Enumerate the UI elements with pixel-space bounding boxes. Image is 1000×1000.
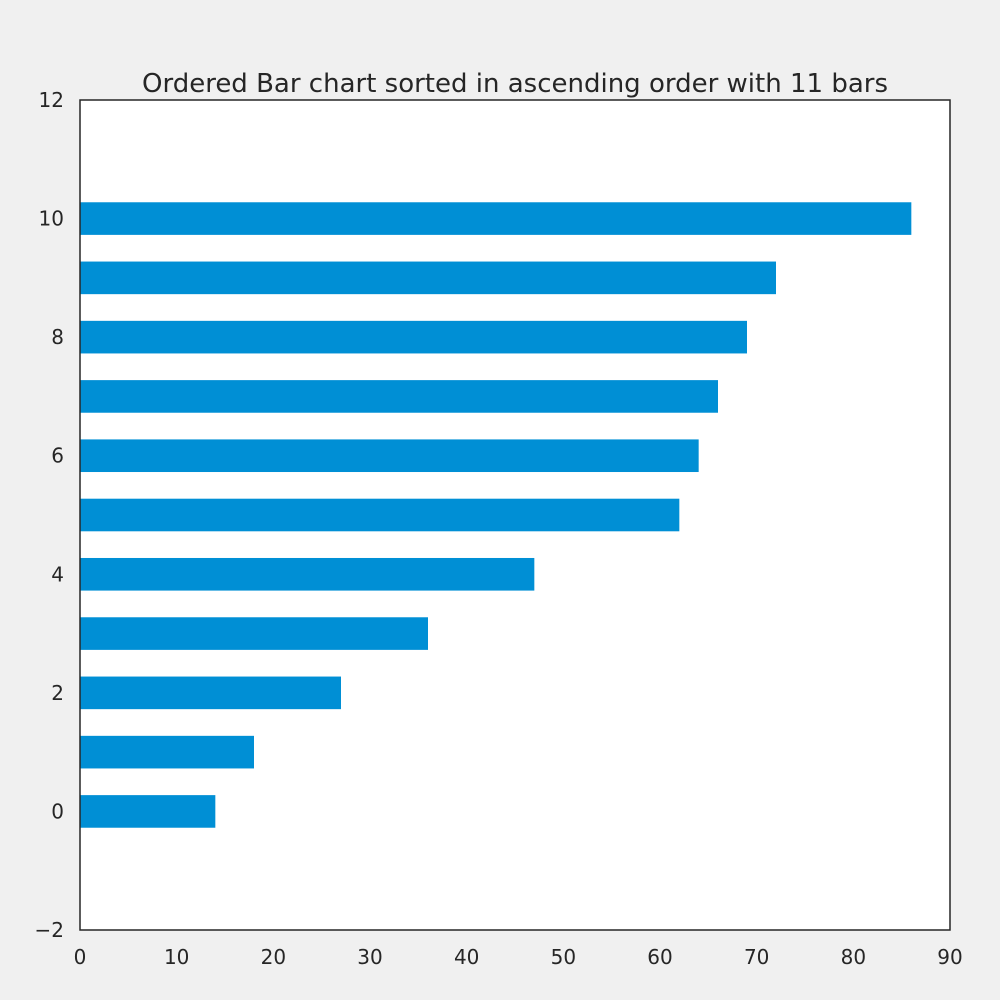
x-tick-label: 80 — [841, 945, 866, 969]
y-tick-label: 12 — [39, 88, 64, 112]
x-axis-ticks: 0 10 20 30 40 50 60 70 80 90 — [74, 945, 963, 969]
y-tick-label: 4 — [51, 562, 64, 586]
bar — [80, 202, 912, 235]
x-tick-label: 20 — [261, 945, 286, 969]
bar — [80, 735, 254, 769]
x-tick-label: 10 — [164, 945, 189, 969]
x-tick-label: 30 — [357, 945, 382, 969]
y-tick-label: 8 — [51, 325, 64, 349]
bar — [80, 557, 535, 591]
bars-layer — [80, 202, 912, 828]
bar — [80, 617, 428, 650]
bar — [80, 380, 718, 413]
x-tick-label: 60 — [647, 945, 672, 969]
bar — [80, 498, 680, 532]
y-tick-label: 2 — [51, 681, 64, 705]
x-tick-label: 40 — [454, 945, 479, 969]
x-tick-label: 50 — [551, 945, 576, 969]
y-tick-label: 0 — [51, 799, 64, 823]
y-axis-ticks: −2 0 2 4 6 8 10 12 — [35, 88, 64, 942]
bar — [80, 676, 341, 710]
x-tick-label: 70 — [744, 945, 769, 969]
bar — [80, 320, 747, 354]
y-tick-label: 10 — [39, 207, 64, 231]
bar — [80, 795, 216, 828]
plot-area-frame — [79, 99, 951, 931]
x-tick-label: 90 — [937, 945, 962, 969]
y-tick-label: −2 — [35, 918, 64, 942]
y-tick-label: 6 — [51, 444, 64, 468]
bar — [80, 261, 776, 295]
bar — [80, 439, 699, 473]
x-tick-label: 0 — [74, 945, 87, 969]
chart-title: Ordered Bar chart sorted in ascending or… — [142, 69, 888, 99]
